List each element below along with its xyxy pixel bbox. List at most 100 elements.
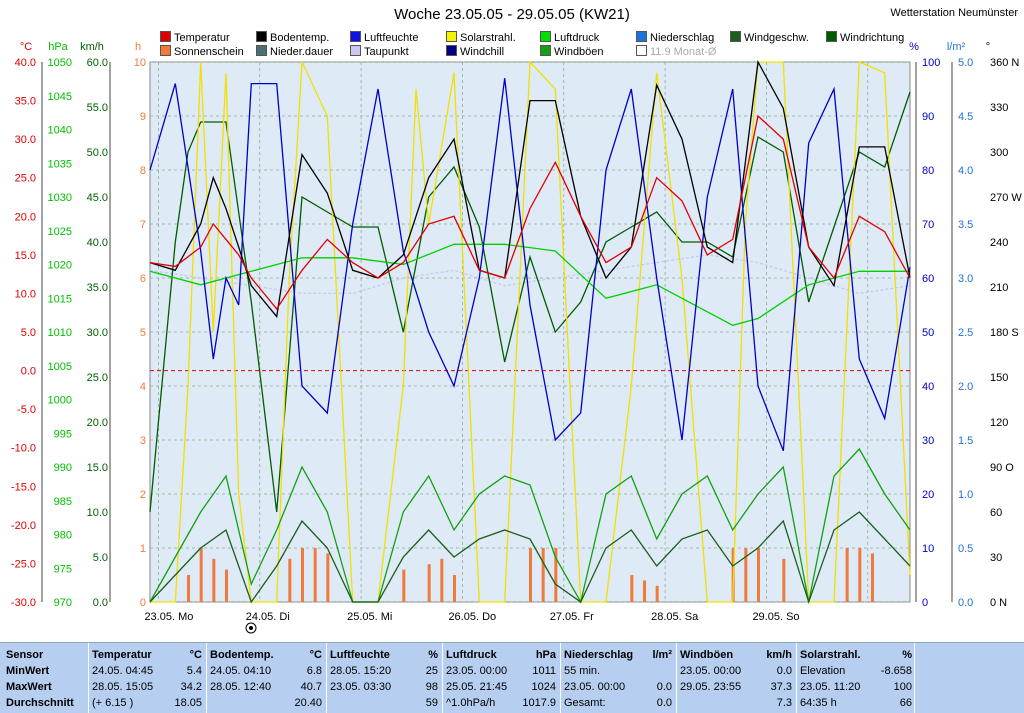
- axis-tick-left: 1025: [48, 226, 72, 238]
- table-cell-row: 64:35 h 66: [800, 695, 912, 711]
- table-column: Luftfeuchte% 28.05. 15:20 25 23.05. 03:30 98…: [330, 647, 438, 711]
- legend-label: Luftfeuchte: [364, 32, 419, 44]
- x-tick-label: 24.05. Di: [246, 611, 290, 623]
- legend-item: Bodentemp.: [256, 31, 329, 44]
- axis-tick-right: 1.0: [958, 489, 973, 501]
- station-name: Wetterstation Neumünster: [890, 7, 1018, 19]
- table-column: Solarstrahl.% Elevation -8.658 23.05. 11:20…: [800, 647, 912, 711]
- table-cell-value: 0.0: [656, 681, 672, 693]
- axis-tick-right: 30: [990, 552, 1002, 564]
- axis-tick-left: 1015: [48, 293, 72, 305]
- x-tick-label: 29.05. So: [752, 611, 799, 623]
- table-column: Niederschlag l/m² 55 min. 23.05. 00:00 0.0 Ge…: [564, 647, 672, 711]
- axis-tick-left: 0.0: [93, 597, 108, 609]
- table-header-unit: km/h: [766, 649, 792, 661]
- table-cell-value: 98: [425, 681, 438, 693]
- axis-tick-left: 1050: [48, 57, 72, 69]
- sunshine-bar: [225, 569, 228, 602]
- table-header-name: Temperatur: [92, 649, 152, 661]
- axis-tick-left: 15.0: [15, 250, 36, 262]
- legend-swatch: [350, 45, 361, 56]
- legend-item: Nieder.dauer: [256, 45, 333, 58]
- legend-swatch: [730, 31, 741, 42]
- table-separator: [560, 643, 561, 713]
- axis-tick-right: 3.5: [958, 219, 973, 231]
- table-cell-label: ^1.0hPa/h: [446, 697, 496, 709]
- axis-tick-left: -25.0: [11, 558, 36, 570]
- sunshine-bar: [655, 585, 659, 602]
- axis-tick-right: 5.0: [958, 57, 973, 69]
- x-tick-label: 27.05. Fr: [550, 611, 594, 623]
- table-cell-row: 55 min.: [564, 663, 672, 679]
- legend-swatch: [540, 45, 551, 56]
- sunshine-bar: [643, 580, 646, 602]
- legend-swatch: [256, 31, 267, 42]
- axis-tick-left: 6: [140, 273, 146, 285]
- axis-tick-right: 90: [922, 111, 934, 123]
- legend-label: Temperatur: [174, 32, 230, 44]
- table-cell-row: 23.05. 11:20 100: [800, 679, 912, 695]
- weather-chart: °C40.035.030.025.020.015.010.05.00.0-5.0…: [11, 41, 1022, 634]
- axis-tick-left: 980: [54, 530, 72, 542]
- axis-tick-left: 1045: [48, 91, 72, 103]
- legend-swatch: [350, 31, 361, 42]
- table-row-label: MaxWert: [6, 681, 52, 693]
- axis-tick-left: 9: [140, 111, 146, 123]
- table-row-label: MinWert: [6, 665, 50, 677]
- axis-tick-right: 180 S: [990, 327, 1019, 339]
- axis-unit-left: km/h: [80, 41, 104, 53]
- axis-unit-right: l/m²: [947, 41, 966, 53]
- table-cell-row: 23.05. 00:00 0.0: [564, 679, 672, 695]
- x-tick-label: 25.05. Mi: [347, 611, 392, 623]
- table-cell-label: (+ 6.15 ): [92, 697, 134, 709]
- axis-tick-right: 150: [990, 372, 1008, 384]
- marker-circle: [245, 622, 257, 634]
- table-cell-label: 28.05. 15:05: [92, 681, 154, 693]
- table-cell-value: 0.0: [656, 697, 672, 709]
- legend-item: Windrichtung: [826, 31, 904, 44]
- sunshine-bar: [440, 558, 444, 602]
- axis-tick-left: 40.0: [15, 57, 36, 69]
- axis-tick-left: 1030: [48, 192, 72, 204]
- sunshine-bar: [301, 548, 304, 602]
- axis-tick-left: 0: [140, 597, 146, 609]
- axis-tick-right: 2.0: [958, 381, 973, 393]
- axis-tick-right: 3.0: [958, 273, 973, 285]
- axis-tick-left: 995: [54, 428, 72, 440]
- table-separator: [326, 643, 327, 713]
- legend-item: Windböen: [540, 45, 604, 58]
- axis-tick-left: 30.0: [87, 327, 108, 339]
- table-separator: [676, 643, 677, 713]
- sunshine-bar: [529, 548, 532, 602]
- sunshine-bar: [199, 548, 203, 602]
- table-cell-value: 40.7: [300, 681, 322, 693]
- table-cell-row: ^1.0hPa/h 1017.9: [446, 695, 556, 711]
- legend-swatch: [636, 45, 647, 56]
- sunshine-bar: [402, 569, 406, 602]
- table-cell-value: 1024: [531, 681, 556, 693]
- axis-tick-left: 50.0: [87, 147, 108, 159]
- marker-dot: [249, 626, 253, 630]
- table-column: Luftdruck hPa 23.05. 00:00 1011 25.05. 21:45…: [446, 647, 556, 711]
- table-cell-row: 24.05. 04:45 5.4: [92, 663, 202, 679]
- table-header: Luftdruck hPa: [446, 647, 556, 663]
- legend-swatch: [160, 31, 171, 42]
- legend-label: Bodentemp.: [270, 32, 330, 44]
- legend-swatch: [446, 31, 457, 42]
- table-header-unit: hPa: [535, 649, 556, 661]
- sunshine-bar: [871, 553, 874, 602]
- axis-tick-left: -10.0: [11, 443, 36, 455]
- sunshine-bar: [858, 548, 862, 602]
- axis-tick-right: 100: [922, 57, 940, 69]
- axis-tick-left: 975: [54, 563, 72, 575]
- axis-tick-left: 10.0: [15, 288, 36, 300]
- table-cell-value: 1017.9: [522, 697, 556, 709]
- table-cell-label: 24.05. 04:10: [210, 665, 272, 677]
- stats-table: Sensor MinWert MaxWert Durchschnitt Temperat…: [0, 642, 1024, 713]
- axis-unit-right: °: [986, 41, 990, 53]
- table-cell-row: 23.05. 03:30 98: [330, 679, 438, 695]
- table-cell-label: 55 min.: [564, 665, 601, 677]
- axis-tick-right: 0.0: [958, 597, 973, 609]
- table-cell-row: Gesamt: 0.0: [564, 695, 672, 711]
- legend-label: 11.9 Monat-Ø: [650, 46, 717, 58]
